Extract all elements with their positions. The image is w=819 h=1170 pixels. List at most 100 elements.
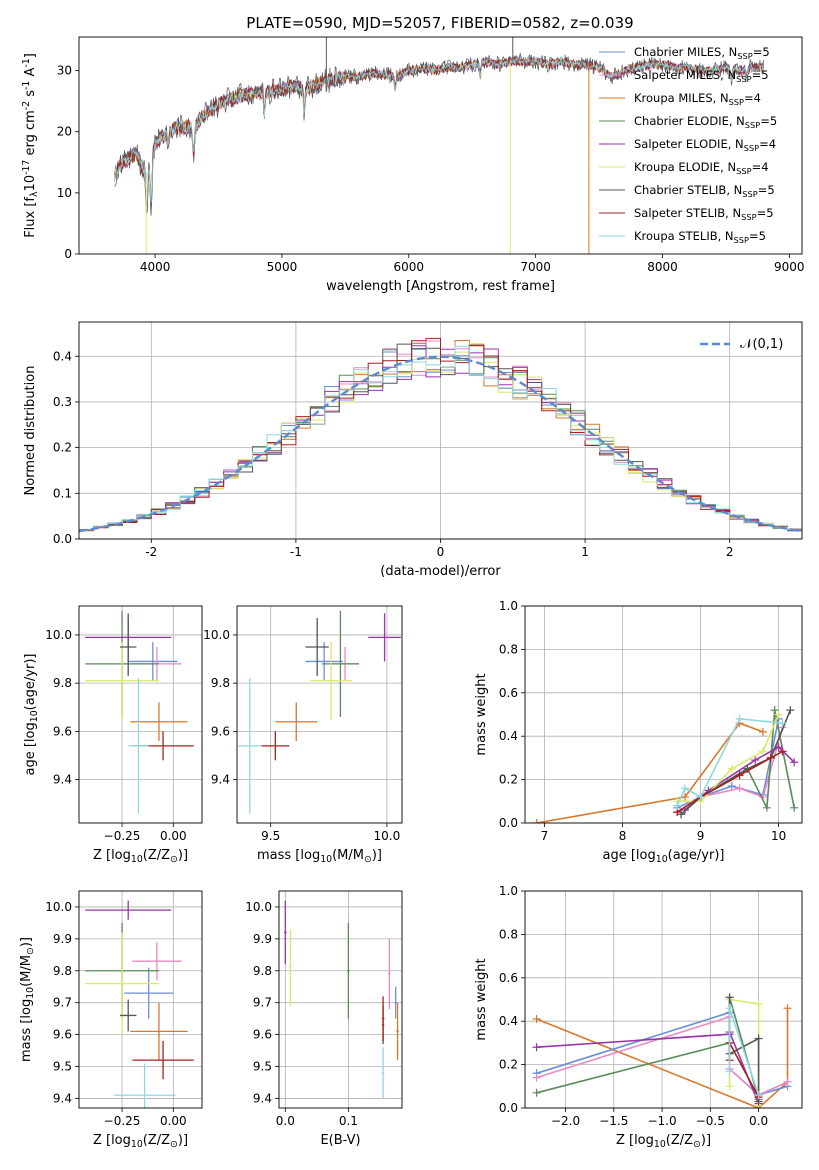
histogram-salpeter_stelib [79,337,802,531]
plot-area [85,900,194,1108]
y-axis-label: age [log10(age/yr)] [23,654,40,776]
errorbar-kroupa_miles [396,1002,399,1061]
x-tick-label: 7000 [520,260,551,274]
x-tick-label: −1.0 [647,1114,676,1128]
y-tick-label: 0.4 [499,729,518,743]
legend-entry: Chabrier STELIB, NSSP=5 [634,183,775,199]
y-tick-label: 0 [64,247,72,261]
weight-point [735,771,744,780]
residuals-panel: -2 -1 0 1 2 0.0 0.1 0.2 0.3 0.4 (data-model)/error… [23,321,803,579]
y-tick-label: 9.4 [53,1091,72,1105]
y-tick-label: 9.9 [53,932,72,946]
errorbar-kroupa_stelib [238,678,262,814]
axes-frame [78,605,203,824]
spectrum-panel: 4000 5000 6000 7000 8000 9000 0 10 20 30 wavelengt… [21,36,805,294]
errorbar-salpeter_stelib [381,996,385,1041]
weight-point [790,803,799,812]
x-tick-label: 10 [771,829,786,843]
legend-entry: Kroupa MILES, NSSP=4 [634,91,761,107]
x-axis-label: Z [log10(Z/Z⊙)] [616,1133,711,1150]
axes-frame [78,321,803,540]
y-tick-label: 0.8 [499,927,518,941]
weight-point [725,993,734,1002]
weight-point [727,764,736,773]
x-tick-label: 0.00 [160,829,187,843]
plot-area [114,37,765,254]
errorbar-kroupa_miles [130,1002,188,1061]
weight-point [758,727,767,736]
weight-point [735,714,744,723]
x-axis-label: mass [log10(M/M⊙)] [257,848,382,865]
x-tick-label: 6000 [394,260,425,274]
errorbar-kroupa_miles [130,702,188,742]
axes-frame [78,890,203,1109]
plot-area [284,900,399,1099]
y-tick-label: 1.0 [499,599,518,613]
axes-frame [78,36,803,255]
plot-area [532,706,799,823]
y-tick-label: 0.0 [499,816,518,830]
x-tick-label: −0.25 [104,1114,141,1128]
weight-point [786,706,795,715]
y-tick-label: 10.0 [245,900,272,914]
weight-point [725,1067,734,1076]
axes-frame [236,605,403,824]
legend-entry: Salpeter ELODIE, NSSP=4 [634,137,776,153]
y-tick-label: 9.8 [211,676,230,690]
weight-point [725,1004,734,1013]
errorbar-chabrier_elodie [347,922,350,1019]
y-tick-label: 1.0 [499,884,518,898]
plot-area [85,610,194,814]
x-axis-label: age [log10(age/yr)] [603,848,725,865]
weight-point [680,792,689,801]
legend-entry: Salpeter STELIB, NSSP=5 [634,206,774,222]
x-tick-label: −2.0 [551,1114,580,1128]
y-tick-label: 9.4 [53,773,72,787]
errorbar-salpeter_stelib [261,731,290,761]
y-tick-label: 9.8 [53,964,72,978]
legend-entry: Kroupa ELODIE, NSSP=4 [634,160,769,176]
mass-vs-z-panel: −0.25 0.00 9.4 9.5 9.6 9.7 9.8 9.9 10.0 Z [log10(… [19,890,203,1150]
x-tick-label: 0.1 [339,1114,358,1128]
x-tick-label: 2 [726,545,734,559]
y-tick-label: 0.2 [499,1058,518,1072]
x-axis-label: Z [log10(Z/Z⊙)] [93,1133,188,1150]
y-tick-label: 30 [57,64,72,78]
errorbar-chabrier_stelib [120,618,137,676]
weight-point [790,758,799,767]
errorbar-chabrier_miles [305,642,343,681]
x-tick-label: 8000 [647,260,678,274]
x-axis-label: Z [log10(Z/Z⊙)] [93,848,188,865]
y-tick-label: 0.2 [499,773,518,787]
y-tick-label: 0.0 [499,1101,518,1115]
errorbar-kroupa_stelib [128,678,149,814]
errorbar-kroupa_miles [275,702,318,742]
weight-point [673,801,682,810]
legend-entry: Salpeter MILES, NSSP=5 [634,68,769,84]
y-tick-label: 9.9 [253,932,272,946]
y-tick-label: 9.6 [53,724,72,738]
weight-vs-z-panel: −2.0 −1.5 −1.0 −0.5 0.0 0.0 0.2 0.4 0.6 0.8 1.0 Z [… [474,884,803,1150]
errorbar-salpeter_stelib [132,1040,194,1080]
weight-point [532,1073,541,1082]
axes-frame [278,890,403,1109]
y-tick-label: 9.7 [53,996,72,1010]
weight-point [751,756,760,765]
x-tick-label: 1 [581,545,589,559]
y-axis-label: mass weight [474,958,489,1040]
y-tick-label: 10.0 [45,900,72,914]
y-tick-label: 9.6 [211,724,230,738]
errorbar-chabrier_miles [394,986,397,1019]
weight-point [774,710,783,719]
plot-area [238,610,401,814]
weight-point [532,819,541,823]
y-tick-label: 9.5 [53,1060,72,1074]
errorbar-kroupa_elodie [85,932,159,1035]
y-tick-label: 0.0 [53,532,72,546]
y-tick-label: 10.0 [45,628,72,642]
weight-point [783,1077,792,1086]
errorbar-kroupa_stelib [381,1047,385,1099]
errorbar-kroupa_elodie [289,929,292,1006]
x-tick-label: 8 [619,829,627,843]
weight-point [770,706,779,715]
